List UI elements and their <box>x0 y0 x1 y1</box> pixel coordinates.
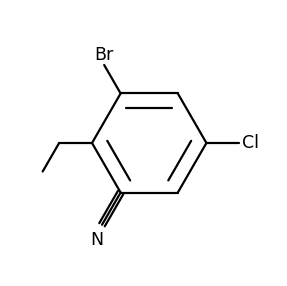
Text: N: N <box>90 231 104 249</box>
Text: Cl: Cl <box>242 134 259 152</box>
Text: Br: Br <box>94 45 114 63</box>
